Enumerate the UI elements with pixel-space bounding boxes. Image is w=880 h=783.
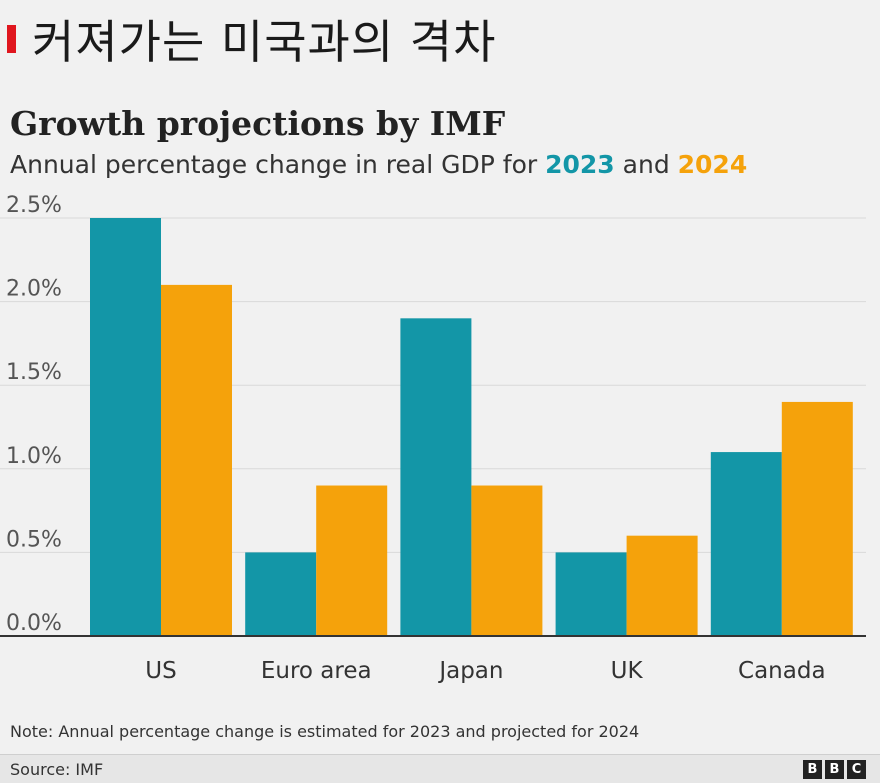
chart-note: Note: Annual percentage change is estima…: [10, 722, 640, 741]
source-bar: Source: IMF B B C: [0, 754, 880, 783]
y-tick-label: 1.5%: [6, 360, 62, 385]
bar-2023-us: [90, 218, 161, 636]
bar-2024-canada: [781, 401, 853, 636]
banner: 커져가는 미국과의 격차: [0, 0, 880, 78]
subtitle-joiner: and: [614, 150, 678, 179]
y-tick-label: 0.5%: [6, 527, 62, 552]
source-label: Source: IMF: [10, 760, 104, 779]
bar-2024-japan: [471, 485, 543, 636]
x-tick-label: Canada: [738, 658, 826, 684]
subtitle-prefix: Annual percentage change in real GDP for: [10, 150, 546, 179]
bbc-logo-letter: B: [825, 760, 844, 779]
y-tick-label: 0.0%: [6, 611, 62, 636]
banner-title: 커져가는 미국과의 격차: [32, 15, 497, 69]
subtitle-year-2023: 2023: [545, 150, 615, 179]
bar-chart: 0.0% 0.5% 1.0% 1.5% 2.0% 2.5% US Euro area Japan…: [0, 193, 866, 684]
x-tick-label: Euro area: [261, 658, 372, 684]
bar-2023-euro-area: [245, 552, 317, 636]
bar-2024-uk: [626, 535, 698, 636]
bar-2023-canada: [710, 452, 782, 636]
x-tick-label: Japan: [437, 658, 503, 684]
y-tick-label: 1.0%: [6, 444, 62, 469]
y-tick-label: 2.5%: [6, 193, 62, 218]
subtitle-year-2024: 2024: [677, 150, 748, 179]
bar-2024-euro-area: [316, 485, 388, 636]
bar-2023-uk: [555, 552, 627, 636]
bbc-logo-letter: B: [803, 760, 822, 779]
chart-subtitle: Annual percentage change in real GDP for…: [10, 150, 747, 179]
x-tick-label: US: [145, 658, 176, 684]
bbc-logo-letter: C: [847, 760, 866, 779]
bar-2024-us: [161, 284, 232, 636]
bar-2023-japan: [400, 318, 472, 636]
y-tick-label: 2.0%: [6, 277, 62, 302]
x-tick-label: UK: [611, 658, 644, 684]
chart-title: Growth projections by IMF: [10, 104, 506, 143]
bbc-logo: B B C: [803, 760, 866, 779]
banner-accent: [7, 25, 16, 53]
